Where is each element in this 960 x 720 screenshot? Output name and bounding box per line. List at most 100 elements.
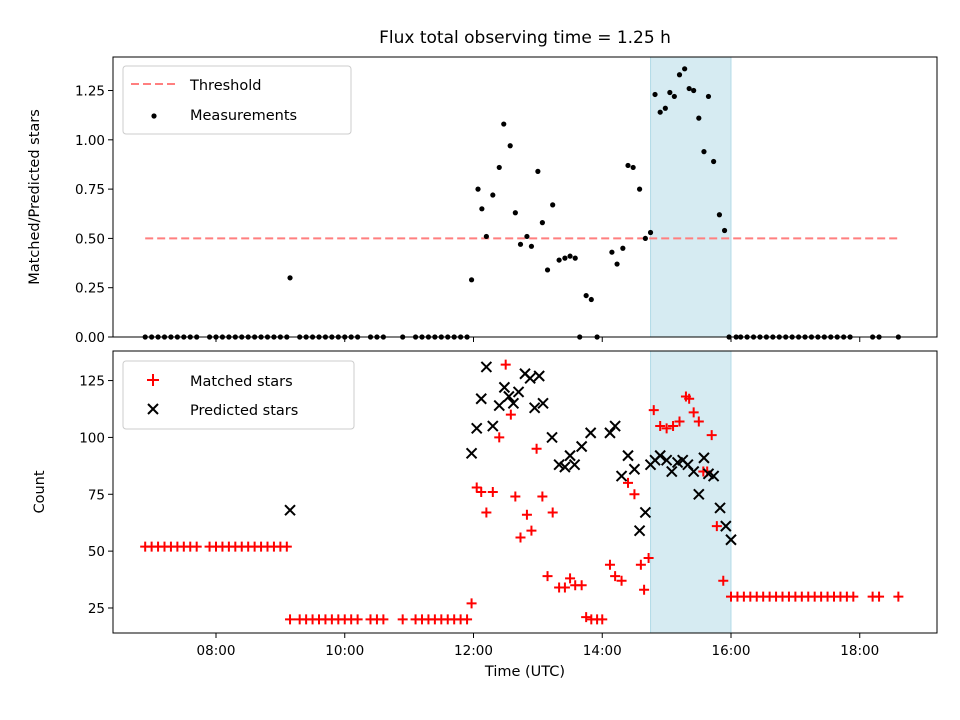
y-tick-label: 0.50 bbox=[75, 231, 105, 247]
matched-star-point bbox=[378, 614, 389, 625]
predicted-star-point bbox=[609, 420, 621, 432]
y-tick-label: 0.25 bbox=[75, 281, 105, 297]
matched-star-point bbox=[521, 509, 532, 520]
measurement-point bbox=[676, 72, 683, 78]
matched-star-point bbox=[688, 407, 699, 418]
measurement-point bbox=[716, 212, 723, 218]
matched-star-point bbox=[510, 491, 521, 502]
matched-star-point bbox=[547, 507, 558, 518]
y-tick-label: 25 bbox=[88, 601, 105, 617]
predicted-star-point bbox=[465, 447, 478, 460]
matched-star-point bbox=[542, 571, 553, 582]
matched-star-point bbox=[674, 416, 685, 427]
predicted-star-point bbox=[487, 420, 499, 432]
legend-matched-label: Matched stars bbox=[190, 374, 293, 390]
measurement-point bbox=[682, 66, 688, 72]
predicted-star-point bbox=[720, 520, 732, 532]
legend-predicted-swatch bbox=[147, 403, 159, 415]
measurement-point bbox=[550, 202, 556, 208]
matched-star-point bbox=[623, 477, 633, 488]
matched-star-point bbox=[711, 521, 722, 532]
predicted-star-point bbox=[628, 463, 641, 475]
matched-star-point bbox=[893, 591, 904, 602]
matched-star-point bbox=[718, 575, 729, 586]
legend-box bbox=[122, 360, 355, 430]
matched-star-point bbox=[537, 491, 548, 502]
measurement-point bbox=[287, 275, 293, 281]
matched-star-point bbox=[848, 591, 859, 602]
matched-star-point bbox=[661, 423, 672, 434]
matched-star-point bbox=[526, 525, 537, 536]
predicted-star-point bbox=[284, 504, 296, 516]
measurement-point bbox=[667, 89, 673, 96]
legend-matched-swatch bbox=[147, 374, 159, 386]
legend-threshold-label: Threshold bbox=[189, 78, 261, 94]
matched-star-point bbox=[191, 541, 202, 552]
predicted-star-point bbox=[507, 397, 520, 410]
chart-title: Flux total observing time = 1.25 h bbox=[379, 28, 671, 48]
measurement-point bbox=[636, 186, 643, 192]
x-tick-label: 10:00 bbox=[325, 643, 364, 659]
predicted-star-point bbox=[693, 488, 705, 500]
top-panel-ratio: 0.00 0.25 0.50 0.75 1.00 1.25 Matched/Predicte… bbox=[27, 56, 938, 346]
predicted-star-point bbox=[687, 465, 700, 478]
matched-star-point bbox=[285, 614, 296, 625]
measurement-point bbox=[483, 233, 489, 240]
predicted-star-point bbox=[524, 372, 536, 384]
predicted-star-point bbox=[615, 470, 628, 482]
predicted-star-point bbox=[528, 402, 541, 414]
predicted-star-point bbox=[707, 470, 720, 482]
measurement-point bbox=[524, 233, 530, 240]
x-tick-label: 14:00 bbox=[583, 643, 622, 659]
measurement-point bbox=[711, 158, 717, 165]
y-axis-label: Matched/Predicted stars bbox=[27, 109, 43, 285]
matched-star-point bbox=[352, 614, 363, 625]
predicted-star-point bbox=[604, 427, 616, 439]
measurement-point bbox=[572, 255, 578, 261]
measurement-point bbox=[588, 296, 594, 303]
predicted-star-point bbox=[666, 465, 678, 478]
predicted-star-point bbox=[537, 397, 549, 410]
measurement-point bbox=[507, 143, 513, 149]
bottom-panel-counts: 25 50 75 100 125 08:00 10:00 12:00 14:00 16:00 18:… bbox=[32, 350, 938, 680]
predicted-star-point bbox=[622, 449, 634, 462]
matched-star-point bbox=[281, 541, 292, 552]
measurement-point bbox=[686, 85, 692, 92]
matched-star-point bbox=[874, 591, 885, 602]
predicted-star-point bbox=[714, 502, 726, 514]
y-tick-label: 75 bbox=[88, 487, 105, 503]
matched-star-point bbox=[471, 482, 482, 493]
measurement-point bbox=[642, 235, 648, 242]
measurement-point bbox=[671, 93, 677, 100]
x-axis-label: Time (UTC) bbox=[484, 664, 565, 680]
x-tick-label: 18:00 bbox=[840, 643, 879, 659]
matched-star-point bbox=[494, 432, 505, 443]
measurement-point bbox=[535, 168, 541, 174]
measurement-point bbox=[705, 93, 712, 100]
measurement-point bbox=[657, 109, 663, 115]
highlight-span bbox=[650, 56, 732, 338]
matched-star-point bbox=[639, 584, 650, 595]
matched-star-point bbox=[655, 421, 666, 432]
measurement-point bbox=[662, 105, 668, 111]
measurement-point bbox=[647, 229, 654, 236]
measurement-point bbox=[475, 186, 481, 192]
matched-star-point bbox=[515, 532, 526, 543]
x-tick-label: 16:00 bbox=[712, 643, 751, 659]
y-tick-label: 125 bbox=[79, 374, 105, 390]
measurement-point bbox=[528, 243, 535, 249]
matched-star-point bbox=[500, 359, 511, 370]
predicted-star-point bbox=[654, 449, 666, 462]
matched-star-point bbox=[604, 559, 615, 570]
predicted-star-point bbox=[503, 390, 515, 403]
matched-star-point bbox=[684, 393, 695, 404]
matched-star-point bbox=[505, 409, 516, 420]
measurement-point bbox=[490, 192, 496, 198]
legend-top: Threshold Measurements bbox=[122, 65, 352, 135]
measurement-point bbox=[614, 261, 620, 267]
measurement-point bbox=[468, 277, 475, 283]
measurement-point bbox=[567, 253, 573, 259]
legend-bottom: Matched stars Predicted stars bbox=[122, 360, 355, 430]
measurement-point bbox=[501, 121, 507, 127]
